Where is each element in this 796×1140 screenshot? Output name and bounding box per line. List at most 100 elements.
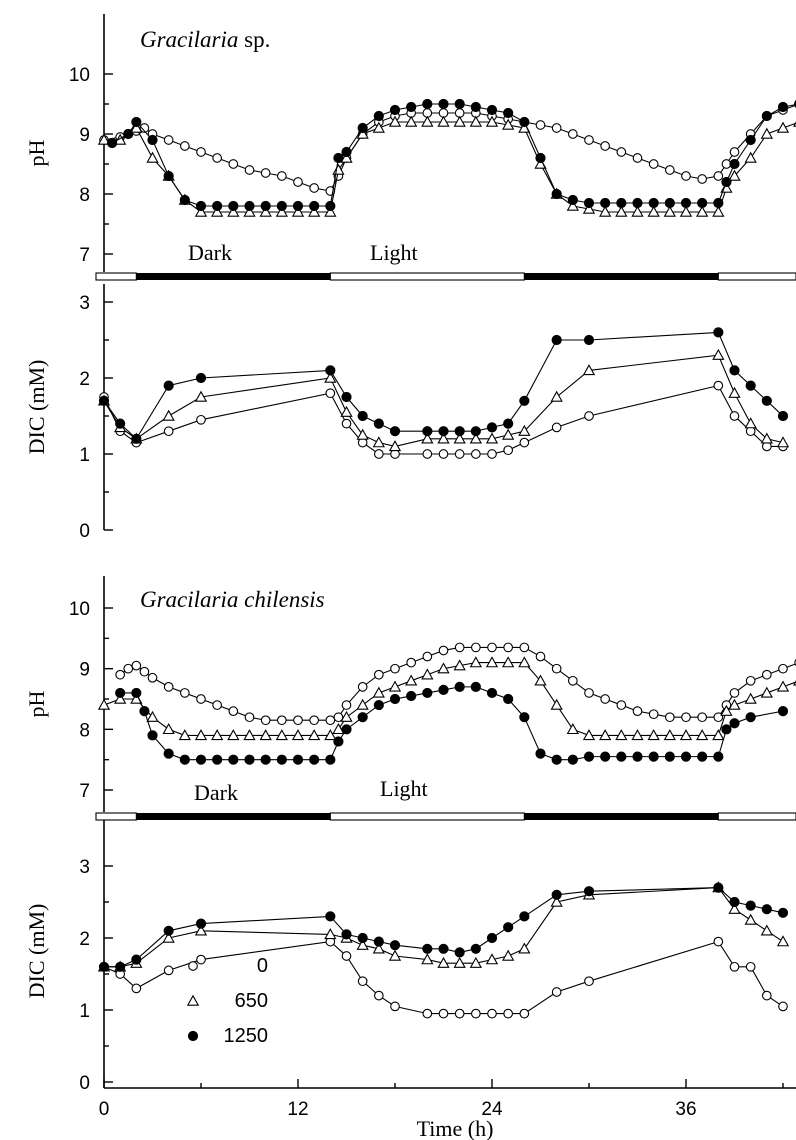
series-line [104,121,796,213]
data-point [276,715,287,726]
data-point [519,1008,530,1019]
data-point [196,147,206,157]
data-point [713,882,724,893]
data-point [243,205,256,217]
data-point [485,115,499,127]
data-point [697,174,708,184]
data-point [503,642,514,653]
data-point [632,197,643,209]
data-point [728,902,741,914]
data-point [356,428,369,440]
data-point [487,642,497,653]
data-point [309,183,320,193]
data-point [341,951,352,961]
data-point [373,110,384,122]
data-point [502,949,515,961]
data-point [163,748,174,759]
data-point [163,925,174,936]
data-point [438,426,449,437]
data-point [647,205,660,217]
data-point [729,961,740,972]
data-point [325,365,336,376]
panel-2: 0 1 2 3 DIC (mM) [24,284,790,542]
data-point [373,990,384,1001]
data-point [583,197,595,209]
data-point [421,432,434,444]
data-point [357,682,368,692]
data-point [518,942,531,954]
data-point [228,159,239,169]
data-point [131,687,142,699]
x-tick-label: 12 [287,1099,308,1120]
data-point [275,729,288,741]
data-point [325,754,336,765]
data-point [503,418,514,429]
data-point [663,205,676,217]
data-point [582,729,596,741]
data-point [438,1008,449,1019]
data-point [131,116,142,128]
y-axis-label: pH [24,690,49,717]
data-point [567,129,578,139]
data-point [196,954,206,965]
data-point [260,715,271,726]
data-point [551,663,562,674]
data-point [130,121,143,133]
data-point [760,924,773,936]
data-point [356,698,369,710]
data-point [324,729,337,741]
data-point [453,659,466,671]
data-point [340,710,353,722]
data-point [373,699,384,711]
data-point [131,983,142,994]
data-point [550,698,563,710]
data-point [616,197,627,209]
light-label: Light [370,240,418,265]
data-point [470,943,481,954]
data-point [632,751,643,762]
series-line [103,354,784,447]
data-point [696,205,709,217]
data-point [357,122,368,134]
data-point [131,433,142,444]
data-point [405,115,418,127]
data-point [551,889,562,900]
data-point [697,751,708,762]
data-point [648,709,659,720]
data-point [179,754,190,765]
y-tick-label: 8 [79,720,90,741]
data-point [194,205,208,217]
data-point [356,938,369,950]
data-point [631,205,644,217]
data-point [453,115,466,127]
data-point [761,110,772,122]
data-point [599,205,612,217]
data-point [648,751,659,762]
series-0 [99,380,788,459]
data-point [680,197,692,209]
data-point [437,432,450,444]
data-point [551,754,562,765]
data-point [212,200,223,212]
data-point [454,449,465,459]
data-point [372,121,385,133]
data-point [616,147,627,157]
x-tick-label: 36 [675,1099,696,1120]
data-point [487,449,497,459]
data-point [308,205,321,217]
data-point [341,146,352,158]
y-axis-label: pH [24,139,49,166]
data-point [390,1001,400,1012]
data-point [291,729,305,741]
data-point [421,115,434,127]
data-point [406,690,417,702]
data-point [162,931,175,943]
data-point [713,751,724,762]
data-point [390,663,400,674]
data-point [664,751,675,762]
data-point [487,1008,497,1019]
data-point [566,723,579,735]
data-point [293,177,303,187]
data-point [406,101,417,113]
data-point [502,118,515,130]
